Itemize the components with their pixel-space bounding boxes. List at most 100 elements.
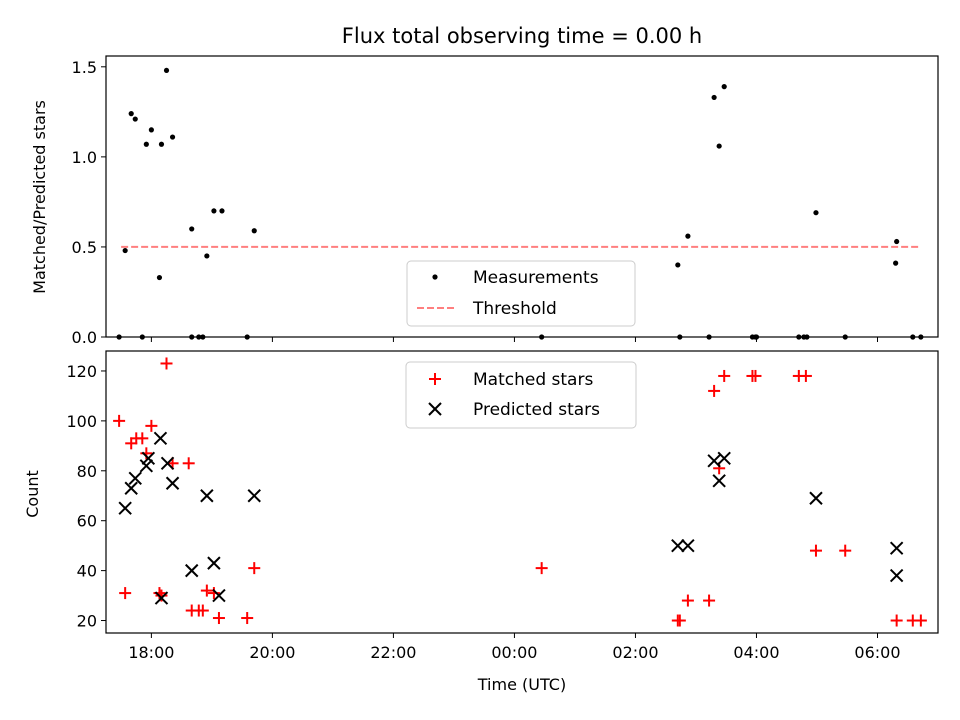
legend-predicted-marker xyxy=(428,402,442,416)
measurement-point xyxy=(189,334,195,340)
predicted-star-point xyxy=(809,491,823,505)
measurement-point xyxy=(796,334,802,340)
predicted-star-point xyxy=(153,431,168,446)
measurement-point xyxy=(200,334,206,340)
x-tick-label: 04:00 xyxy=(733,643,779,662)
measurement-point xyxy=(251,228,257,234)
matched-star-point xyxy=(809,544,822,557)
measurement-point xyxy=(169,134,176,140)
predicted-star-point xyxy=(118,501,132,515)
measurement-point xyxy=(753,334,760,340)
measurement-point xyxy=(122,247,128,254)
measurement-point xyxy=(685,233,691,239)
legend-measurements-marker xyxy=(432,274,438,280)
matched-star-point xyxy=(136,432,149,445)
top-legend: Measurements Threshold xyxy=(406,260,636,327)
measurement-point xyxy=(539,334,545,340)
bottom-y-tick-label: 80 xyxy=(77,462,97,481)
bottom-y-tick-label: 100 xyxy=(66,412,97,431)
top-y-tick-label: 0.5 xyxy=(72,238,97,257)
predicted-star-point xyxy=(154,591,169,605)
matched-star-point xyxy=(113,414,126,427)
matched-star-point xyxy=(839,544,852,557)
predicted-star-point xyxy=(671,538,685,553)
measurement-point xyxy=(211,208,217,214)
measurement-point xyxy=(842,334,848,340)
matched-star-point xyxy=(212,612,225,625)
matched-star-point xyxy=(890,614,903,627)
legend-predicted-label: Predicted stars xyxy=(473,400,600,420)
measurement-point xyxy=(711,94,717,101)
measurement-point xyxy=(156,274,163,281)
predicted-star-point xyxy=(139,459,154,473)
x-tick-label: 20:00 xyxy=(249,643,295,662)
measurement-point xyxy=(163,67,170,74)
matched-star-point xyxy=(241,612,254,625)
predicted-star-point xyxy=(707,454,721,468)
matched-star-point xyxy=(708,384,721,397)
measurement-point xyxy=(158,141,165,147)
legend-threshold-label: Threshold xyxy=(472,299,557,319)
bottom-y-axis-label: Count xyxy=(23,470,42,518)
legend-matched-marker xyxy=(429,373,441,385)
matched-star-point xyxy=(681,594,694,607)
measurement-point xyxy=(675,262,681,268)
matched-star-point xyxy=(155,589,168,602)
top-y-axis-label: Matched/Predicted stars xyxy=(30,100,49,294)
matched-star-point xyxy=(196,604,209,617)
predicted-star-point xyxy=(200,489,214,503)
measurement-point xyxy=(219,208,225,214)
legend-measurements-label: Measurements xyxy=(473,268,599,288)
matched-star-point xyxy=(160,357,173,370)
matched-star-point xyxy=(248,562,261,575)
measurement-point xyxy=(716,143,722,149)
matched-star-point xyxy=(703,594,716,607)
measurement-point xyxy=(893,260,899,266)
predicted-star-point xyxy=(165,476,180,490)
measurement-point xyxy=(706,334,712,340)
measurement-point xyxy=(204,253,210,259)
matched-star-point xyxy=(200,584,213,597)
measurement-point xyxy=(804,334,810,340)
bottom-panel: 20 40 60 80 100 120 18:00 20:00 22:00 00:00 02:00… xyxy=(23,350,939,694)
matched-star-point xyxy=(119,587,132,600)
top-panel: 0.0 0.5 1.0 1.5 Matched/Predicted stars Mea… xyxy=(30,55,939,347)
measurement-point xyxy=(139,334,145,340)
predicted-star-point xyxy=(212,588,226,603)
measurement-point xyxy=(148,127,154,133)
predicted-star-point xyxy=(160,456,175,471)
measurement-point xyxy=(244,334,250,340)
predicted-star-point xyxy=(717,451,731,466)
legend-matched-label: Matched stars xyxy=(473,370,593,390)
bottom-legend: Matched stars Predicted stars xyxy=(405,361,637,429)
x-tick-label: 22:00 xyxy=(370,643,416,662)
x-tick-label: 02:00 xyxy=(612,643,658,662)
measurement-point xyxy=(143,141,149,147)
x-axis-label: Time (UTC) xyxy=(477,675,566,694)
predicted-star-point xyxy=(185,563,199,578)
predicted-star-point xyxy=(889,541,904,555)
measurement-point xyxy=(132,116,138,122)
x-tick-label: 18:00 xyxy=(128,643,174,662)
matched-star-point xyxy=(182,457,195,470)
top-y-tick-label: 1.0 xyxy=(72,148,97,167)
matched-star-point xyxy=(718,369,731,382)
bottom-y-tick-label: 20 xyxy=(77,612,97,631)
top-y-tick-label: 1.5 xyxy=(72,58,97,77)
measurement-point xyxy=(918,334,924,340)
x-tick-label: 06:00 xyxy=(854,643,900,662)
predicted-star-point xyxy=(141,451,156,466)
x-tick-label: 00:00 xyxy=(491,643,537,662)
measurement-point xyxy=(677,334,683,340)
measurement-point xyxy=(894,238,900,245)
chart-title: Flux total observing time = 0.00 h xyxy=(342,24,702,48)
predicted-star-point xyxy=(712,474,726,488)
measurement-point xyxy=(813,210,819,216)
matched-star-point xyxy=(673,614,686,627)
predicted-star-point xyxy=(128,471,142,485)
predicted-star-point xyxy=(207,556,221,570)
measurement-point xyxy=(189,226,195,232)
top-y-tick-label: 0.0 xyxy=(72,328,97,347)
matched-star-point xyxy=(145,419,158,432)
